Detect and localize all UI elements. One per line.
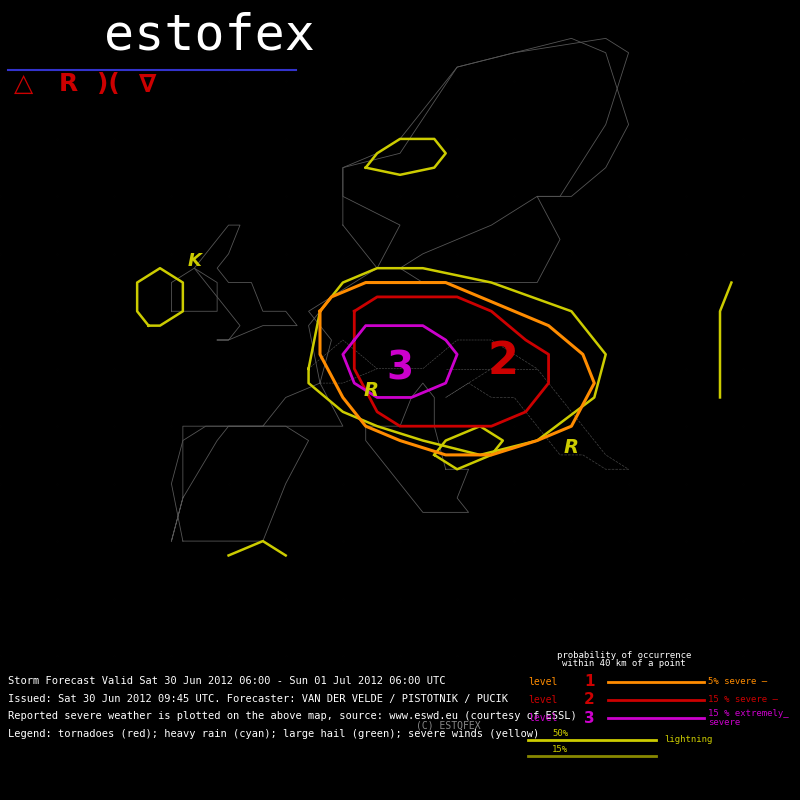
Text: 2: 2 — [487, 340, 518, 383]
Text: 50%: 50% — [552, 729, 568, 738]
Text: within 40 km of a point: within 40 km of a point — [562, 659, 686, 668]
Text: △: △ — [14, 72, 34, 96]
Text: (C) ESTOFEX: (C) ESTOFEX — [416, 720, 481, 730]
Text: 15 % extremely_: 15 % extremely_ — [708, 709, 789, 718]
Text: )(: )( — [97, 72, 119, 96]
Text: R: R — [58, 72, 78, 96]
Text: lightning: lightning — [664, 735, 712, 745]
Text: R: R — [564, 438, 579, 458]
Text: 5% severe —: 5% severe — — [708, 677, 767, 686]
Text: 2: 2 — [584, 693, 594, 707]
Text: 1: 1 — [584, 674, 594, 689]
Text: Storm Forecast Valid Sat 30 Jun 2012 06:00 - Sun 01 Jul 2012 06:00 UTC: Storm Forecast Valid Sat 30 Jun 2012 06:… — [8, 676, 446, 686]
Text: Reported severe weather is plotted on the above map, source: www.eswd.eu (courte: Reported severe weather is plotted on th… — [8, 711, 577, 722]
Text: level: level — [528, 695, 558, 705]
Text: 3: 3 — [584, 711, 594, 726]
Text: K: K — [187, 252, 202, 270]
Text: Issued: Sat 30 Jun 2012 09:45 UTC. Forecaster: VAN DER VELDE / PISTOTNIK / PUCIK: Issued: Sat 30 Jun 2012 09:45 UTC. Forec… — [8, 694, 508, 704]
Text: ∇: ∇ — [139, 72, 157, 96]
Text: 15 % severe —: 15 % severe — — [708, 695, 778, 705]
Text: 3: 3 — [386, 350, 414, 388]
Text: probability of occurrence: probability of occurrence — [557, 651, 691, 660]
Text: Legend: tornadoes (red); heavy rain (cyan); large hail (green); severe winds (ye: Legend: tornadoes (red); heavy rain (cya… — [8, 729, 539, 739]
Text: estofex: estofex — [104, 12, 315, 60]
Text: level: level — [528, 677, 558, 686]
Text: 15%: 15% — [552, 745, 568, 754]
Text: R: R — [364, 381, 379, 400]
Text: level: level — [528, 714, 558, 723]
Text: severe: severe — [708, 718, 740, 727]
